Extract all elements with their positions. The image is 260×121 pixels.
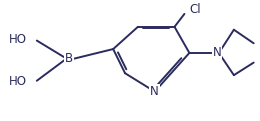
- Text: HO: HO: [9, 33, 27, 46]
- Text: B: B: [64, 52, 73, 65]
- Text: Cl: Cl: [190, 3, 201, 16]
- Text: N: N: [213, 46, 222, 59]
- Text: HO: HO: [9, 75, 27, 88]
- Text: N: N: [150, 85, 159, 98]
